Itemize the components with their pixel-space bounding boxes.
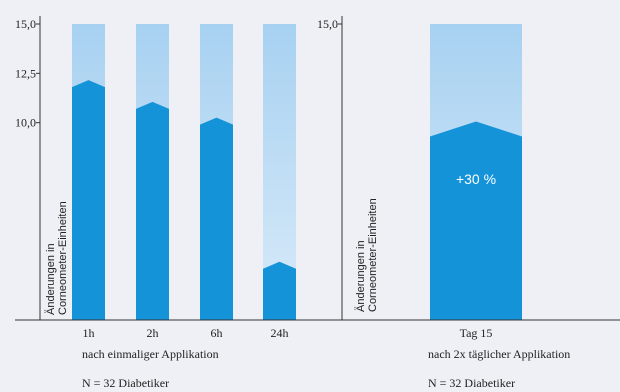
left-panel: 15,0 12,5 10,0 Änderungen in Corneometer-E…: [15, 16, 342, 390]
right-ylabel-line1: Änderungen in: [355, 240, 367, 312]
left-ylabel-line2: Corneometer-Einheiten: [57, 201, 69, 315]
bar-2h: [136, 101, 169, 320]
bar-6h: [200, 117, 233, 320]
ytick-label: 15,0: [15, 17, 36, 31]
right-bars: [430, 121, 522, 320]
right-yticks: 15,0: [317, 17, 342, 31]
bar-1h: [72, 80, 105, 320]
right-data-label: +30 %: [456, 171, 496, 187]
category-label-24h: 24h: [271, 326, 289, 340]
right-category-labels: Tag 15: [460, 326, 493, 340]
left-ylabel-line1: Änderungen in: [45, 243, 57, 315]
right-subtitle: nach 2x täglicher Applikation: [428, 347, 570, 361]
right-note: N = 32 Diabetiker: [428, 376, 515, 390]
ytick-label: 15,0: [317, 17, 338, 31]
category-label-2h: 2h: [147, 326, 159, 340]
category-label-1h: 1h: [83, 326, 95, 340]
right-panel: 15,0 Änderungen in Corneometer-Einheiten…: [317, 16, 620, 390]
ytick-label: 12,5: [15, 66, 36, 80]
bar-tag-15: [430, 121, 522, 320]
ytick-label: 10,0: [15, 116, 36, 130]
left-note: N = 32 Diabetiker: [82, 376, 169, 390]
bar-24h: [263, 261, 296, 320]
left-subtitle: nach einmaliger Applikation: [82, 347, 219, 361]
left-tracks: [72, 24, 296, 320]
right-ylabel-line2: Corneometer-Einheiten: [367, 198, 379, 312]
left-bars: [72, 80, 296, 320]
left-category-labels: 1h 2h 6h 24h: [83, 326, 289, 340]
category-label-tag-15: Tag 15: [460, 326, 493, 340]
category-label-6h: 6h: [211, 326, 223, 340]
left-yticks: 15,0 12,5 10,0: [15, 17, 40, 130]
